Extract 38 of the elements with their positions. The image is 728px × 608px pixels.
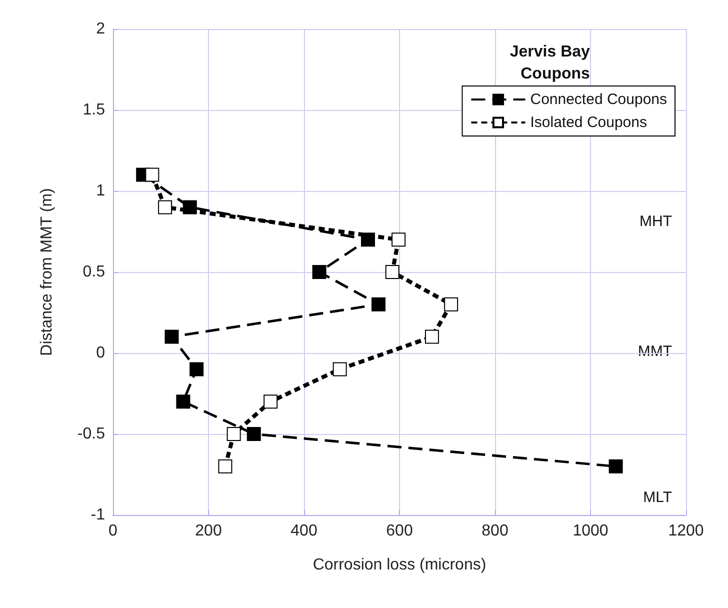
point <box>190 362 204 376</box>
point <box>264 394 278 409</box>
x-tick-label: 1000 <box>572 522 608 540</box>
y-tick-label: 0 <box>96 344 106 362</box>
text: Jervis Bay Coupons <box>510 44 590 82</box>
legend-label: Connected Coupons <box>530 91 667 108</box>
point <box>145 168 160 182</box>
point <box>246 427 261 441</box>
point <box>176 394 190 409</box>
point <box>226 427 241 441</box>
annotation: MLT <box>643 489 672 506</box>
point <box>424 330 439 344</box>
legend-label: Isolated Coupons <box>530 114 647 131</box>
y-tick-label: 0.5 <box>82 264 106 280</box>
point <box>608 459 623 474</box>
point <box>444 297 458 312</box>
x-tick-label: 600 <box>386 522 413 540</box>
point <box>312 265 326 279</box>
point <box>371 297 386 312</box>
point <box>158 200 172 214</box>
y-tick-label: 2 <box>96 20 106 38</box>
point <box>218 459 232 474</box>
annotation: MHT <box>640 213 672 230</box>
x-tick-label: 1200 <box>668 522 704 540</box>
x-tick-label: 400 <box>290 522 318 540</box>
y-axis-title: Distance from MMT (m) <box>38 188 56 356</box>
x-tick-label: 0 <box>108 522 118 540</box>
x-tick-label: 200 <box>195 522 222 540</box>
point <box>392 232 406 247</box>
y-tick-label: -1 <box>90 506 106 524</box>
point <box>164 330 179 344</box>
y-tick-label: 1.5 <box>82 102 106 118</box>
y-tick-label: -0.5 <box>77 426 106 442</box>
x-axis-title: Corrosion loss (microns) <box>312 556 486 574</box>
x-tick-label: 800 <box>482 522 508 540</box>
y-tick-label: 1 <box>96 182 106 200</box>
point <box>332 362 347 376</box>
point <box>385 265 400 279</box>
